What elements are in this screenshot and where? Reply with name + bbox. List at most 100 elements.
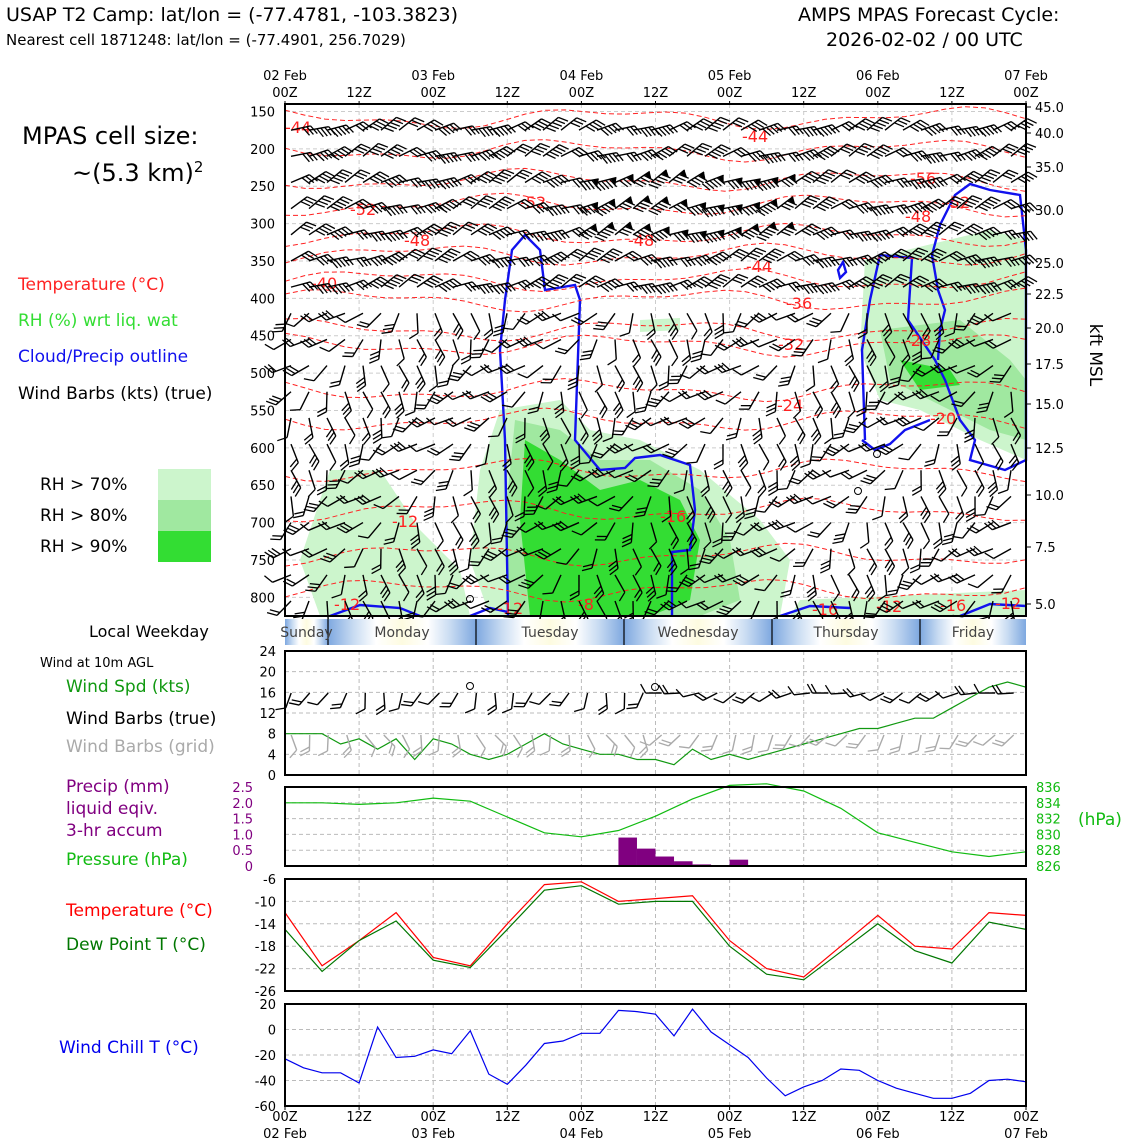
wind-barb — [714, 548, 742, 559]
wind-barb — [806, 734, 829, 746]
temp-tick-label: -26 — [255, 985, 276, 1000]
wind-tick-label: 0 — [268, 769, 276, 784]
wind-barb — [713, 444, 724, 470]
temp-frame — [284, 878, 1027, 992]
wind-barb — [721, 522, 742, 541]
wind-barb — [716, 600, 742, 616]
wind-barb — [648, 196, 672, 216]
temp-contour-label: -12 — [392, 512, 418, 531]
top-date-label: 07 Feb — [1004, 69, 1048, 84]
wind-barb — [884, 117, 911, 131]
wind-barb — [756, 221, 779, 242]
wind-barb — [686, 202, 708, 216]
wind-barb — [806, 574, 817, 602]
wind-barb — [560, 146, 588, 158]
pressure-tick-label: 828 — [1036, 844, 1061, 859]
wind-barb — [515, 417, 526, 444]
wind-barb — [714, 313, 725, 340]
wind-barb — [305, 574, 328, 592]
wind-barb — [686, 171, 708, 188]
wind-barb — [379, 574, 391, 602]
wind-barb — [539, 417, 551, 445]
wind-barb — [289, 391, 310, 411]
wind-barb — [920, 152, 948, 164]
wind-barb — [307, 692, 329, 706]
wind-barb — [933, 313, 945, 341]
temp-tick-label: -14 — [255, 918, 276, 933]
precip-label-3: 3-hr accum — [66, 821, 163, 841]
wind-barb — [560, 273, 587, 288]
wind-barb — [744, 496, 760, 520]
wind-barb — [452, 221, 479, 236]
top-date-label: 03 Feb — [411, 69, 455, 84]
chill-tick-label: 20 — [259, 998, 276, 1013]
wind-barb — [488, 196, 515, 212]
wind-barb — [307, 470, 316, 498]
chill-tick-label: -60 — [255, 1100, 276, 1115]
wind-barb — [375, 692, 386, 716]
wind-barb — [380, 144, 407, 159]
wind-barb — [757, 470, 767, 498]
wind-barb — [991, 417, 1000, 445]
wind-barb — [632, 149, 661, 162]
wind-barb — [320, 548, 346, 563]
wind-barb — [488, 496, 500, 523]
wind-barb — [930, 362, 958, 374]
cloud-outline — [836, 259, 848, 281]
wind-barb — [844, 339, 855, 367]
wind-tick-label: 16 — [259, 686, 276, 701]
wind-barb — [540, 365, 562, 384]
weekday-name: Wednesday — [657, 625, 738, 641]
pressure-tick-label: 836 — [1036, 781, 1061, 796]
wind-barb — [939, 734, 959, 750]
wind-barb — [768, 689, 792, 699]
wind-barb — [303, 495, 328, 513]
wind-barb — [992, 169, 1019, 184]
top-hour-label: 00Z — [865, 86, 891, 101]
wind-barb — [423, 496, 436, 522]
wind-barb — [609, 495, 634, 512]
wind-barb — [354, 469, 382, 480]
wind-barb — [956, 195, 983, 210]
precip-tick-label: 1.0 — [232, 828, 253, 843]
wind-barb — [825, 734, 848, 747]
temp-tick-label: -6 — [263, 873, 276, 888]
temp-contour — [284, 542, 1026, 567]
wind-barb — [325, 417, 337, 445]
wind-barb — [812, 169, 839, 185]
wind-barb — [686, 496, 696, 524]
wind-barb — [632, 223, 654, 240]
wind-barb — [822, 469, 850, 478]
wind-barb — [938, 151, 966, 163]
wind-barb — [898, 496, 909, 524]
wind-barb — [560, 248, 587, 262]
rh-legend-90-swatch — [158, 531, 211, 562]
wind-barb — [452, 312, 464, 340]
wind-barb — [388, 692, 404, 713]
wind-barb — [632, 170, 654, 188]
wind-barb — [437, 365, 454, 388]
wind-barb — [344, 143, 371, 157]
wind-barb — [966, 338, 994, 347]
wind-barb — [597, 692, 608, 716]
top-date-label: 05 Feb — [708, 69, 752, 84]
temperature-line — [284, 881, 1027, 978]
bottom-hour-label: 00Z — [865, 1110, 891, 1125]
wind-barb — [426, 417, 454, 426]
wind-barb — [740, 275, 768, 288]
wind-barb — [634, 391, 652, 414]
wind-barb — [938, 173, 966, 185]
wind-barb — [704, 116, 731, 132]
temp-contour — [284, 407, 1026, 431]
wind-barb — [765, 391, 778, 417]
wind-barb — [264, 338, 292, 351]
temp-contour-label: -44 — [742, 127, 768, 146]
kft-tick-label: 15.0 — [1035, 398, 1064, 413]
temp-contour-label: -24 — [777, 396, 803, 415]
wind-barb — [342, 734, 352, 759]
wind-barb — [872, 496, 886, 521]
wind-barb — [648, 169, 671, 189]
wind-barb — [381, 417, 400, 439]
wind-barb — [483, 313, 494, 341]
wind-barb — [650, 282, 678, 295]
